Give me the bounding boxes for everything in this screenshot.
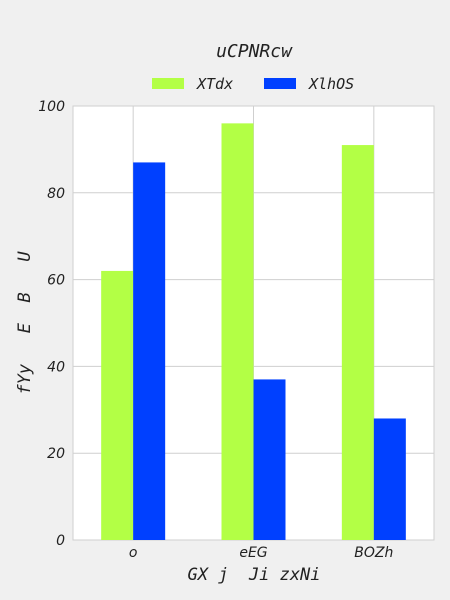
x-tick-label: BOZh: [354, 545, 393, 561]
legend-swatch-XlhOS: [264, 78, 296, 89]
y-tick-label: 20: [47, 446, 65, 462]
bars: [101, 123, 406, 541]
bar-XlhOS-eEG: [253, 379, 286, 540]
bar-XTdx-eEG: [221, 123, 254, 541]
x-tick-label: o: [129, 545, 138, 561]
x-axis-label: GX j Ji zxNi: [187, 565, 320, 585]
legend: XTdx XlhOS: [152, 75, 354, 93]
legend-label-XTdx: XTdx: [196, 75, 233, 93]
bar-XlhOS-o: [133, 162, 166, 541]
chart-title: uCPNRcw: [216, 41, 293, 62]
legend-label-XlhOS: XlhOS: [308, 75, 354, 93]
x-tick-label: eEG: [239, 545, 267, 561]
legend-swatch-XTdx: [152, 78, 184, 89]
bar-XTdx-BOZh: [341, 145, 374, 540]
y-tick-label: 40: [47, 359, 65, 375]
x-axis-ticks: o eEG BOZh: [129, 545, 394, 561]
bar-XTdx-o: [101, 270, 134, 540]
y-axis-ticks: 0 20 40 60 80 100: [38, 99, 65, 549]
y-tick-label: 60: [47, 273, 65, 289]
y-axis-label: fYy E B U: [15, 251, 35, 395]
y-tick-label: 80: [47, 186, 65, 202]
bar-XlhOS-BOZh: [373, 418, 406, 540]
y-tick-label: 0: [56, 533, 65, 549]
y-tick-label: 100: [38, 99, 65, 115]
